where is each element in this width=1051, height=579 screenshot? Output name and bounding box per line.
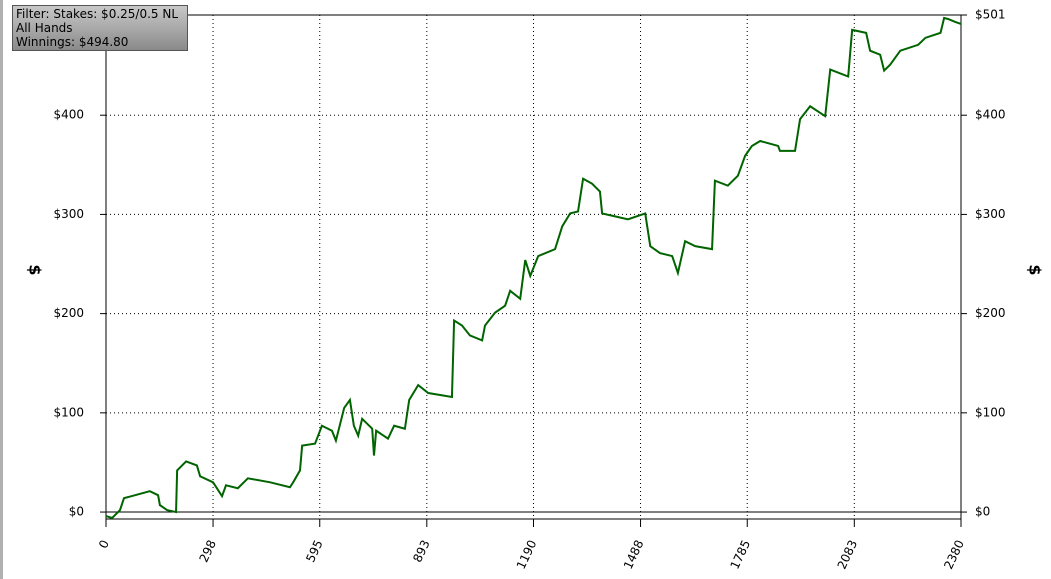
y-tick-label: $100	[53, 405, 84, 419]
y-axis-label: $	[26, 264, 45, 275]
x-tick-label: 2380	[941, 538, 967, 572]
y2-axis-label: $	[1026, 264, 1045, 275]
x-tick-label: 1488	[621, 538, 647, 572]
y-tick-label: $300	[53, 207, 84, 221]
y-tick-label: $0	[69, 505, 84, 519]
y2-tick-label: $0	[975, 505, 990, 519]
x-tick-label: 298	[197, 538, 219, 565]
legend-line: Filter: Stakes: $0.25/0.5 NL	[16, 7, 179, 21]
plot-frame	[105, 14, 962, 520]
legend-line: Winnings: $494.80	[16, 35, 129, 49]
y-tick-label: $400	[53, 108, 84, 122]
x-tick-label: 1785	[728, 538, 754, 572]
y2-tick-label: $501	[975, 8, 1006, 22]
x-tick-label: 2083	[835, 538, 861, 572]
y-tick-label: $200	[53, 306, 84, 320]
window-edge	[0, 0, 3, 579]
y2-tick-label: $400	[975, 108, 1006, 122]
x-tick-label: 0	[96, 538, 112, 551]
legend-line: All Hands	[16, 21, 73, 35]
y2-tick-label: $200	[975, 306, 1006, 320]
x-tick-label: 595	[303, 538, 325, 565]
series-line	[105, 16, 962, 520]
x-tick-label: 893	[410, 538, 432, 565]
y2-tick-label: $300	[975, 207, 1006, 221]
x-tick-label: 1190	[514, 538, 540, 572]
legend: Filter: Stakes: $0.25/0.5 NL All Hands W…	[12, 5, 188, 51]
y2-tick-label: $100	[975, 405, 1006, 419]
